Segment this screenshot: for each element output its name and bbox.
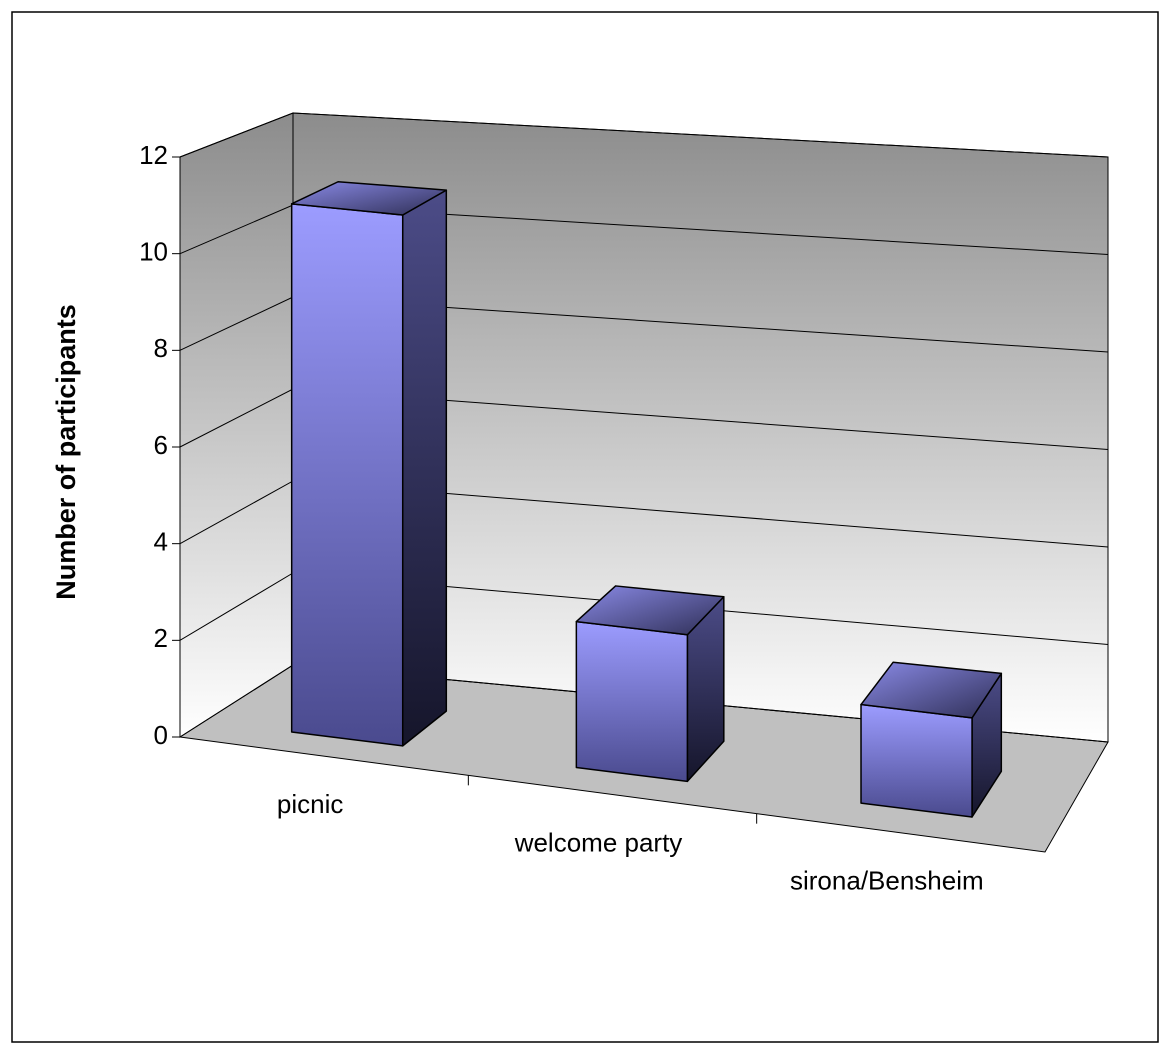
y-axis-label: Number of participants (51, 304, 81, 600)
y-tick-label: 2 (154, 623, 168, 653)
y-tick-label: 4 (154, 527, 168, 557)
side-wall (179, 112, 294, 738)
x-tick-label: sirona/Bensheim (790, 866, 984, 896)
bar-front (860, 703, 973, 818)
y-tick-label: 12 (139, 140, 168, 170)
bar-front (290, 203, 404, 747)
y-tick-label: 8 (154, 333, 168, 363)
y-tick-label: 6 (154, 430, 168, 460)
x-tick-label: picnic (277, 789, 343, 819)
bar-side (401, 189, 448, 747)
y-tick-label: 0 (154, 720, 168, 750)
grid-line (179, 112, 1109, 158)
y-tick-label: 10 (139, 237, 168, 267)
bar-top (290, 180, 448, 216)
bar-top (860, 661, 1003, 719)
bar-top (575, 585, 725, 636)
bar-front (575, 620, 689, 783)
x-tick-label: welcome party (514, 827, 683, 857)
